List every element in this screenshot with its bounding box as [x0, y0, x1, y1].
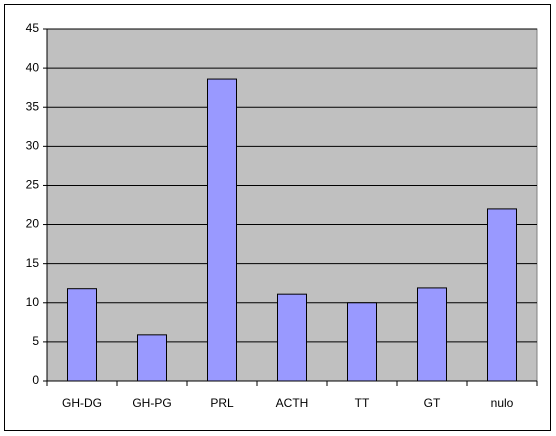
y-tick-label: 10: [26, 295, 40, 309]
y-tick-label: 20: [26, 217, 40, 231]
y-tick-label: 0: [32, 373, 39, 387]
x-tick-label: TT: [355, 396, 370, 410]
bar: [137, 334, 167, 382]
bar: [277, 293, 307, 382]
bar: [67, 288, 97, 382]
y-tick-label: 15: [26, 256, 40, 270]
y-tick-label: 45: [26, 21, 40, 35]
y-tick-label: 25: [26, 178, 40, 192]
x-tick-label: GH-PG: [132, 396, 171, 410]
x-tick-label: nulo: [491, 396, 514, 410]
y-tick-label: 5: [32, 334, 39, 348]
bar: [207, 78, 237, 382]
y-tick-label: 35: [26, 99, 40, 113]
y-tick-label: 40: [26, 60, 40, 74]
x-tick-label: ACTH: [276, 396, 309, 410]
x-tick-label: GH-DG: [62, 396, 102, 410]
y-tick-label: 30: [26, 139, 40, 153]
bar: [417, 287, 447, 382]
bar: [487, 208, 517, 382]
x-tick-label: GT: [424, 396, 441, 410]
bar: [347, 302, 377, 382]
x-tick-label: PRL: [210, 396, 234, 410]
